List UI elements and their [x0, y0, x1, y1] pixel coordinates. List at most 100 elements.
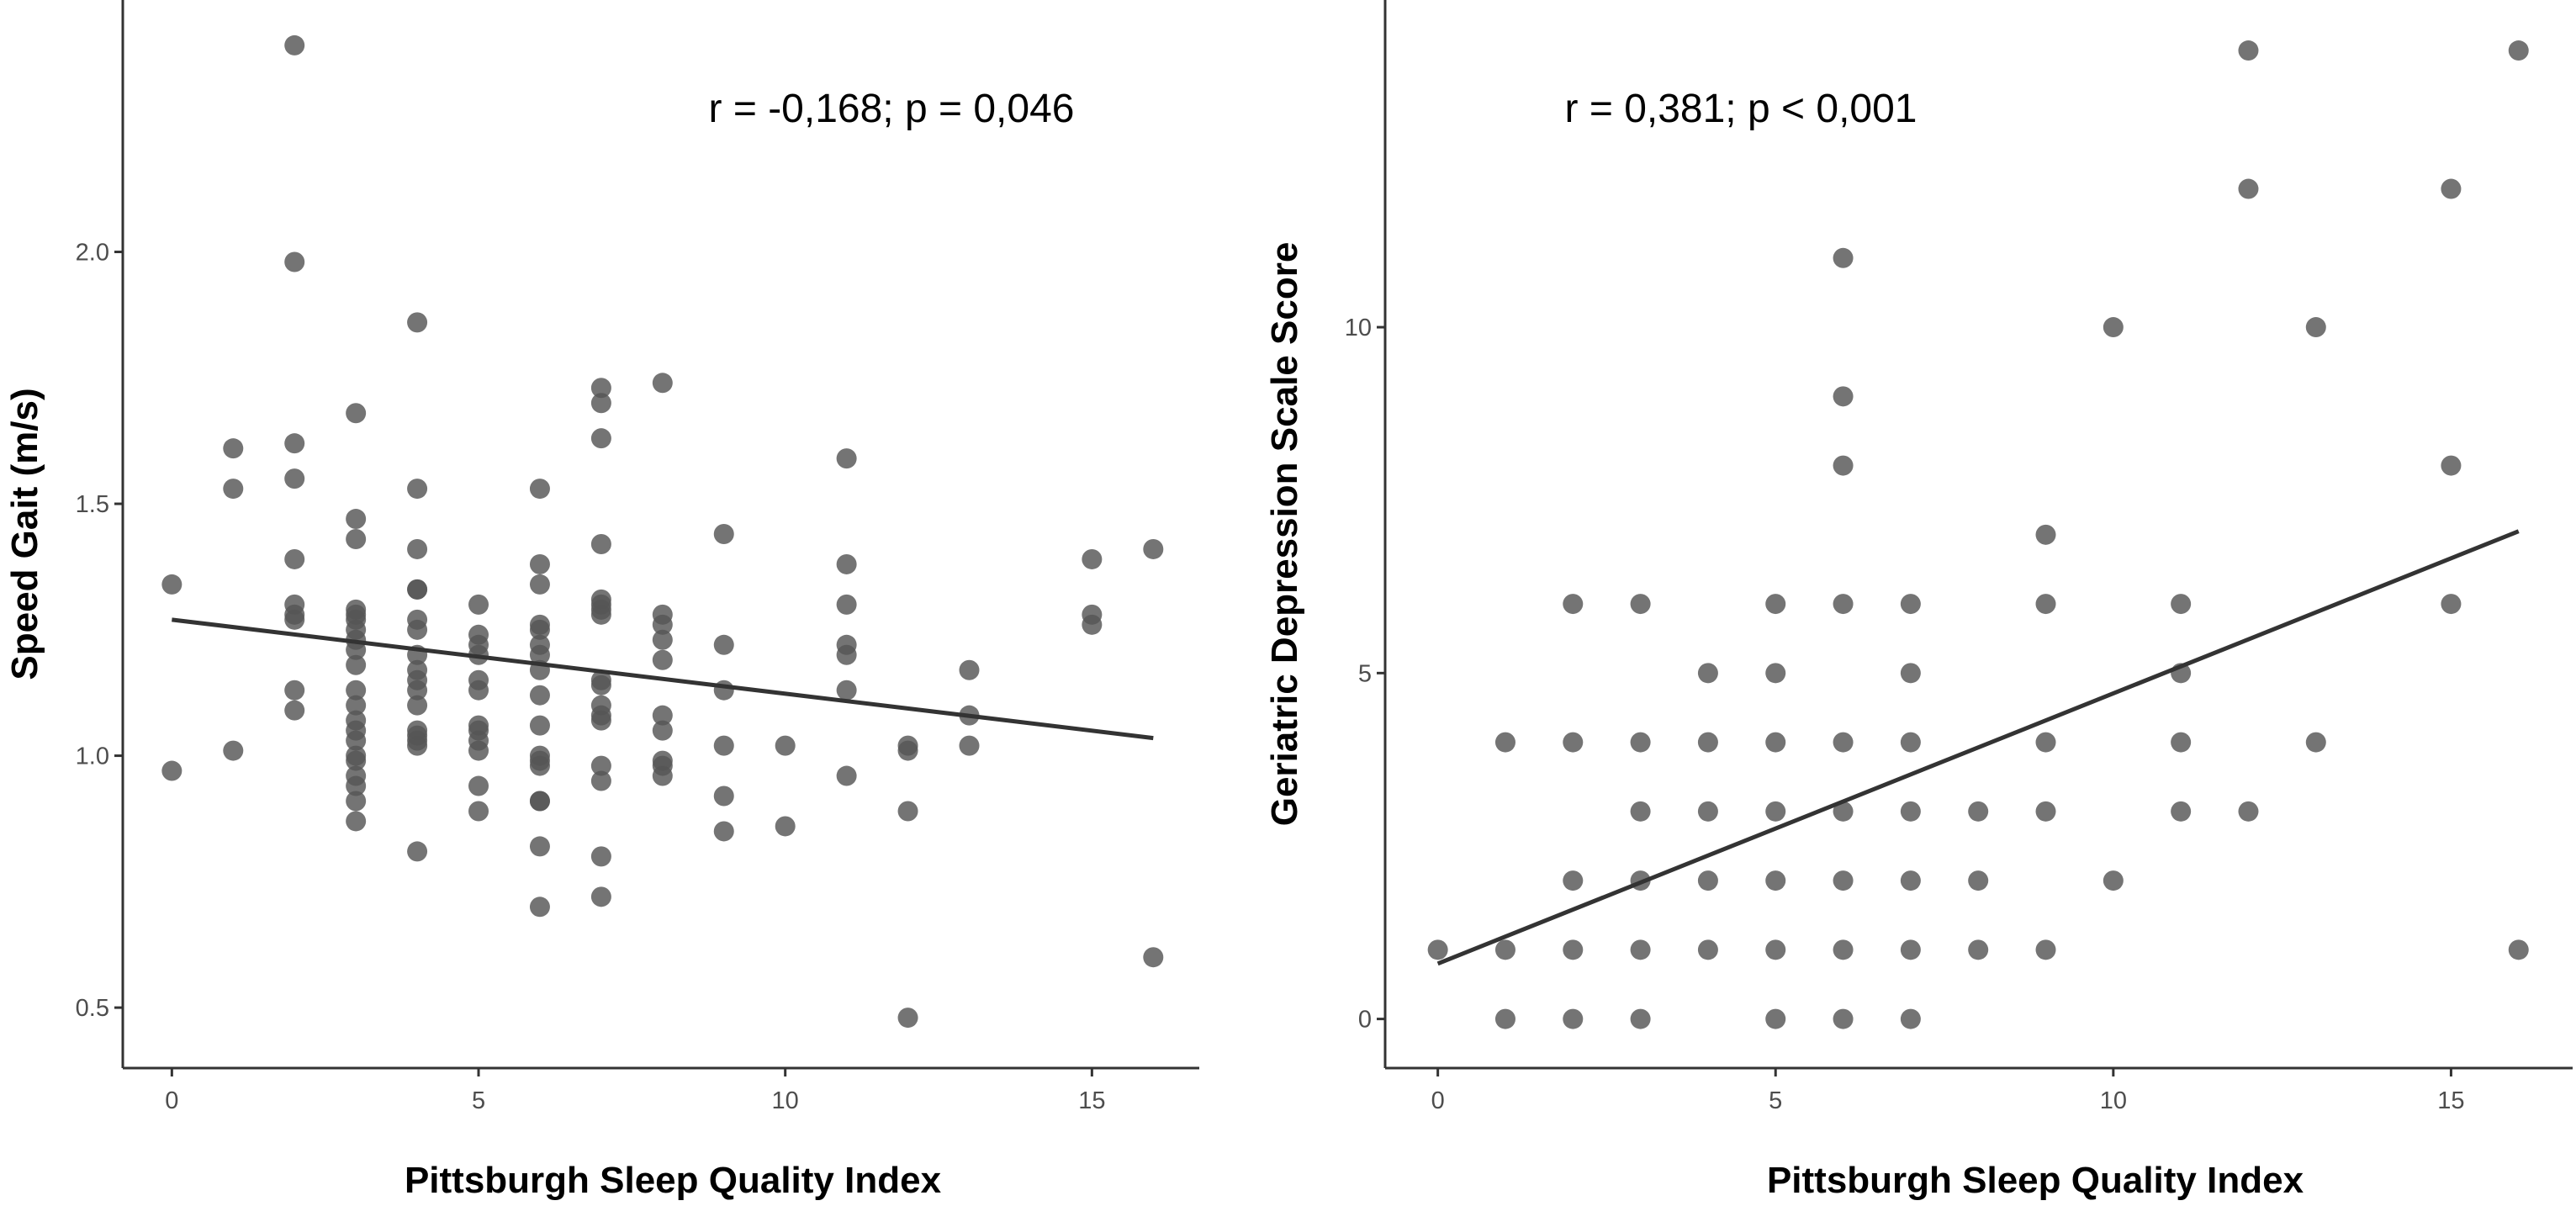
- data-point: [713, 680, 734, 701]
- data-point: [836, 448, 857, 469]
- data-point: [529, 619, 550, 640]
- x-tick-label: 15: [1078, 1087, 1105, 1114]
- data-point: [529, 685, 550, 706]
- depression-scatter-panel: r = 0,381; p < 0,001 Pittsburgh Sleep Qu…: [1264, 0, 2573, 1201]
- data-point: [1563, 939, 1584, 960]
- speed-gait-scatter-panel: r = -0,168; p = 0,046 Pittsburgh Sleep Q…: [4, 0, 1199, 1201]
- data-point: [590, 428, 611, 449]
- data-point: [713, 524, 734, 544]
- data-point: [652, 720, 673, 741]
- data-point: [346, 509, 367, 530]
- data-point: [2035, 732, 2056, 753]
- data-point: [529, 836, 550, 857]
- data-point: [1765, 732, 1786, 753]
- data-point: [346, 654, 367, 675]
- y-tick-label: 1.5: [76, 491, 109, 518]
- data-point: [1900, 870, 1921, 891]
- x-tick-label: 0: [165, 1087, 178, 1114]
- data-point: [1630, 594, 1651, 615]
- data-point: [1900, 732, 1921, 753]
- data-point: [1968, 870, 1989, 891]
- x-axis-title: Pittsburgh Sleep Quality Index: [1767, 1160, 2304, 1201]
- data-point: [284, 468, 305, 489]
- data-point: [1833, 870, 1854, 891]
- data-point: [1494, 939, 1515, 960]
- data-point: [1697, 801, 1718, 822]
- data-point: [2441, 594, 2462, 615]
- data-point: [2035, 594, 2056, 615]
- data-point: [2238, 178, 2259, 199]
- data-point: [346, 403, 367, 424]
- y-tick-label: 2.0: [76, 240, 109, 267]
- data-point: [2441, 178, 2462, 199]
- data-point: [529, 715, 550, 736]
- data-point: [407, 619, 428, 640]
- y-tick-label: 0.5: [76, 995, 109, 1022]
- data-point: [1833, 939, 1854, 960]
- correlation-annotation: r = 0,381; p < 0,001: [1565, 87, 1917, 131]
- data-point: [346, 775, 367, 796]
- data-point: [1765, 663, 1786, 684]
- data-point: [346, 680, 367, 701]
- data-point: [1697, 732, 1718, 753]
- data-point: [652, 705, 673, 726]
- data-point: [407, 479, 428, 500]
- data-point: [1563, 732, 1584, 753]
- data-point: [590, 378, 611, 399]
- data-point: [590, 846, 611, 867]
- data-point: [2035, 524, 2056, 545]
- data-point: [284, 680, 305, 701]
- data-point: [1900, 801, 1921, 822]
- data-point: [468, 740, 489, 761]
- data-point: [836, 765, 857, 786]
- data-point: [2103, 317, 2124, 338]
- data-point: [1563, 1008, 1584, 1029]
- data-point: [1833, 1008, 1854, 1029]
- x-tick-label: 5: [472, 1087, 485, 1114]
- data-point: [1082, 548, 1103, 569]
- data-point: [346, 730, 367, 751]
- data-point: [2171, 801, 2192, 822]
- x-tick-label: 10: [772, 1087, 799, 1114]
- data-point: [1833, 386, 1854, 407]
- data-point: [897, 801, 918, 822]
- data-point: [1765, 870, 1786, 891]
- data-point: [346, 750, 367, 771]
- x-tick-label: 0: [1431, 1087, 1445, 1114]
- data-point: [346, 639, 367, 660]
- data-point: [1968, 939, 1989, 960]
- data-point: [1630, 1008, 1651, 1029]
- data-point: [468, 594, 489, 615]
- y-axis-title: Geriatric Depression Scale Score: [1264, 242, 1305, 827]
- data-point: [590, 886, 611, 907]
- data-point: [1082, 614, 1103, 635]
- data-point: [1765, 1008, 1786, 1029]
- data-point: [1697, 939, 1718, 960]
- data-point: [407, 735, 428, 756]
- data-point: [2238, 40, 2259, 61]
- data-point: [1765, 939, 1786, 960]
- y-axis-title: Speed Gait (m/s): [4, 388, 45, 680]
- data-point: [407, 538, 428, 559]
- data-point: [1494, 732, 1515, 753]
- x-axis-title: Pittsburgh Sleep Quality Index: [405, 1160, 942, 1201]
- data-point: [897, 1008, 918, 1029]
- data-point: [836, 680, 857, 701]
- data-point: [836, 594, 857, 615]
- data-point: [1833, 801, 1854, 822]
- data-point: [161, 760, 182, 781]
- data-point: [1630, 801, 1651, 822]
- data-point: [529, 553, 550, 574]
- data-point: [590, 533, 611, 554]
- data-point: [713, 634, 734, 655]
- data-point: [529, 755, 550, 776]
- data-point: [590, 393, 611, 414]
- data-point: [2441, 455, 2462, 476]
- data-point: [1833, 455, 1854, 476]
- data-point: [775, 735, 796, 756]
- data-point: [2171, 594, 2192, 615]
- data-point: [897, 740, 918, 761]
- y-tick-label: 5: [1358, 660, 1372, 687]
- x-tick-label: 15: [2437, 1087, 2464, 1114]
- data-point: [346, 791, 367, 812]
